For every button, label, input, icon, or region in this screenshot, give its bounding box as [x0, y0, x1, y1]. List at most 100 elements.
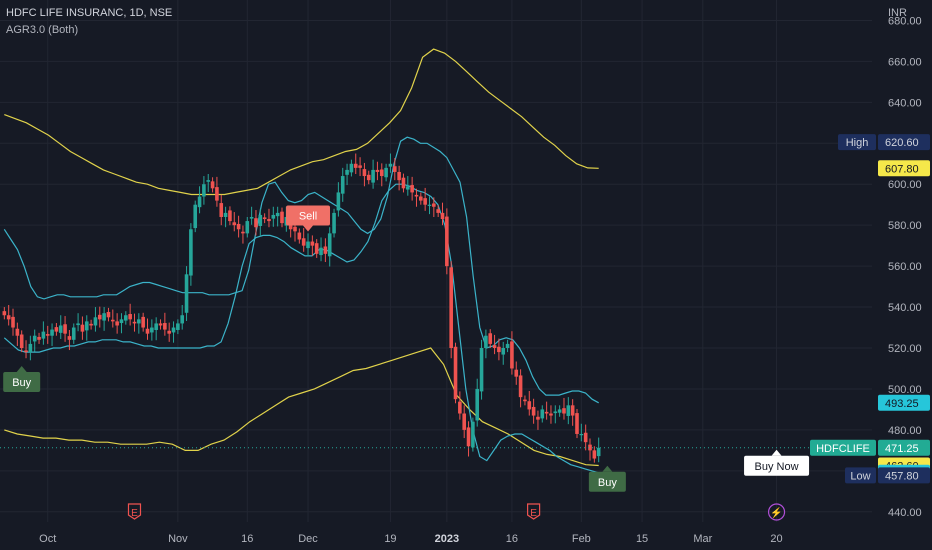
candle[interactable] — [41, 321, 46, 345]
candle[interactable] — [432, 197, 436, 217]
candle[interactable] — [566, 397, 571, 425]
candle[interactable] — [24, 340, 28, 359]
candle[interactable] — [176, 319, 180, 335]
candle[interactable] — [15, 322, 20, 346]
candle[interactable] — [275, 206, 280, 227]
candle[interactable] — [258, 208, 263, 237]
candle[interactable] — [340, 167, 345, 202]
candle[interactable] — [583, 424, 588, 451]
candle[interactable] — [384, 163, 388, 182]
time-axis[interactable]: Oct Nov 16 Dec 19 2023 16 Feb 15 Mar 20 — [39, 533, 783, 545]
candle[interactable] — [462, 405, 466, 439]
candle[interactable] — [306, 233, 310, 257]
candle[interactable] — [471, 417, 475, 452]
candle[interactable] — [475, 378, 480, 427]
candle[interactable] — [392, 158, 397, 181]
candle[interactable] — [71, 323, 76, 344]
candle[interactable] — [540, 405, 545, 423]
candle[interactable] — [141, 312, 145, 332]
candle[interactable] — [479, 339, 484, 400]
candle[interactable] — [570, 399, 575, 426]
candle[interactable] — [297, 228, 302, 244]
event-markers[interactable]: E E ⚡ — [127, 503, 786, 521]
candle[interactable] — [366, 170, 371, 185]
candle[interactable] — [449, 261, 453, 359]
candle[interactable] — [579, 423, 584, 442]
candle[interactable] — [419, 192, 423, 205]
candle[interactable] — [327, 227, 332, 267]
candle[interactable] — [115, 313, 119, 334]
candle[interactable] — [241, 225, 245, 244]
candle[interactable] — [336, 182, 341, 217]
candle[interactable] — [310, 235, 315, 256]
candle[interactable] — [596, 437, 601, 463]
dividend-icon[interactable]: ⚡ — [767, 503, 786, 521]
candle[interactable] — [345, 163, 349, 186]
candle[interactable] — [323, 238, 328, 263]
candle[interactable] — [358, 157, 362, 177]
earnings-icon[interactable]: E — [127, 503, 142, 520]
candle[interactable] — [518, 369, 523, 408]
candle[interactable] — [171, 321, 176, 343]
candle[interactable] — [19, 330, 24, 353]
candle[interactable] — [445, 208, 449, 275]
candle[interactable] — [58, 315, 63, 339]
candle[interactable] — [37, 332, 41, 344]
candle[interactable] — [510, 331, 514, 375]
candle[interactable] — [332, 208, 336, 238]
candle[interactable] — [249, 206, 254, 225]
candle[interactable] — [210, 177, 215, 193]
candle[interactable] — [588, 438, 592, 461]
candle[interactable] — [349, 159, 354, 177]
candle[interactable] — [514, 361, 519, 385]
candle[interactable] — [427, 196, 432, 215]
candle[interactable] — [314, 239, 319, 258]
candle[interactable] — [84, 315, 89, 341]
candle[interactable] — [267, 208, 271, 228]
candle[interactable] — [2, 307, 7, 320]
candle[interactable] — [453, 342, 458, 404]
candle[interactable] — [536, 410, 540, 430]
candle[interactable] — [501, 341, 506, 365]
candle[interactable] — [280, 207, 284, 228]
symbol-title[interactable]: HDFC LIFE INSURANC, 1D, NSE — [6, 7, 173, 19]
candle[interactable] — [93, 307, 98, 332]
candle[interactable] — [401, 173, 406, 193]
candle[interactable] — [119, 313, 124, 334]
candle[interactable] — [76, 313, 80, 332]
candle[interactable] — [145, 318, 150, 340]
candle[interactable] — [271, 206, 276, 227]
candle[interactable] — [458, 391, 462, 420]
candle[interactable] — [254, 210, 258, 236]
candle[interactable] — [184, 266, 189, 321]
candle[interactable] — [575, 409, 579, 439]
candle[interactable] — [388, 153, 393, 173]
earnings-icon[interactable]: E — [527, 503, 541, 520]
candle[interactable] — [414, 188, 419, 207]
candle[interactable] — [436, 205, 440, 217]
candle[interactable] — [492, 334, 497, 355]
candle[interactable] — [228, 206, 232, 226]
candle[interactable] — [202, 176, 206, 205]
candle[interactable] — [484, 329, 488, 359]
candle[interactable] — [592, 446, 597, 463]
candle[interactable] — [410, 176, 414, 201]
candle[interactable] — [531, 398, 536, 424]
candle[interactable] — [45, 325, 50, 344]
candle[interactable] — [262, 213, 267, 224]
candle[interactable] — [97, 306, 102, 328]
candle[interactable] — [89, 319, 93, 330]
candle[interactable] — [6, 305, 11, 326]
candle[interactable] — [197, 186, 202, 214]
candle[interactable] — [28, 335, 33, 361]
candle[interactable] — [379, 163, 384, 187]
candle[interactable] — [362, 162, 367, 187]
candle[interactable] — [236, 215, 241, 238]
candle[interactable] — [353, 153, 358, 174]
candle[interactable] — [497, 338, 501, 361]
candle[interactable] — [102, 307, 106, 331]
candlestick-series[interactable] — [0, 153, 872, 463]
candle[interactable] — [544, 401, 549, 420]
candle[interactable] — [523, 395, 527, 406]
